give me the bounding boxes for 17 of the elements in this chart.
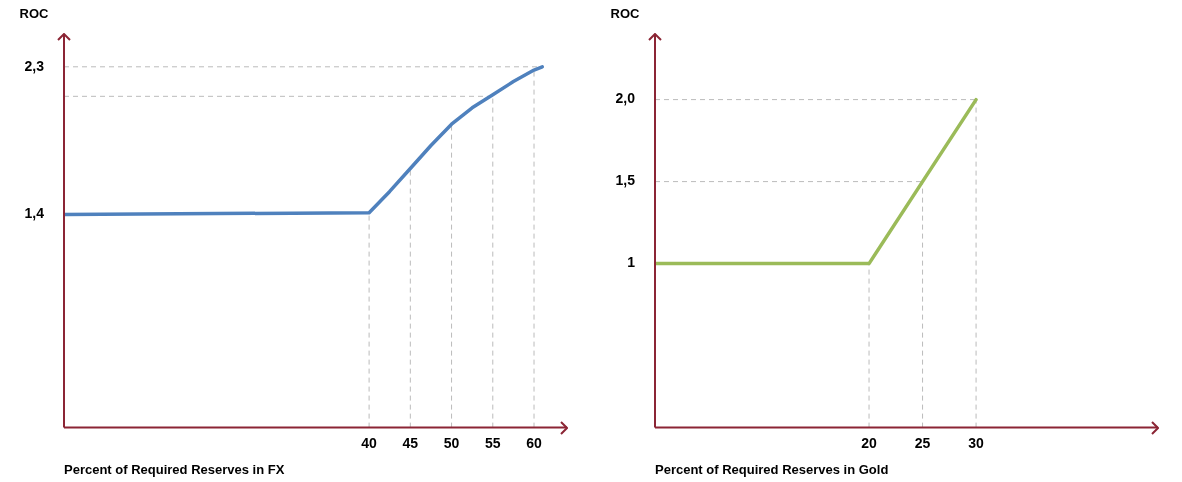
x-tick-label: 55	[485, 434, 501, 451]
x-tick-label: 25	[914, 434, 931, 451]
x-tick-label: 60	[526, 434, 543, 451]
x-tick-label: 20	[861, 434, 878, 451]
y-tick-label: 1	[627, 254, 636, 271]
y-axis-title: ROC	[19, 6, 50, 21]
x-tick-label: 40	[361, 434, 378, 451]
y-axis-title: ROC	[610, 6, 641, 21]
y-tick-label: 2,0	[615, 90, 636, 107]
x-axis-title: Percent of Required Reserves in Gold	[655, 461, 889, 477]
x-tick-label: 30	[968, 434, 985, 451]
y-tick-label: 2,3	[24, 57, 45, 74]
y-tick-label: 1,4	[24, 205, 45, 222]
x-tick-label: 45	[402, 434, 419, 451]
x-axis-title: Percent of Required Reserves in FX	[64, 461, 285, 477]
y-tick-label: 1,5	[615, 172, 636, 189]
x-tick-label: 50	[443, 434, 460, 451]
